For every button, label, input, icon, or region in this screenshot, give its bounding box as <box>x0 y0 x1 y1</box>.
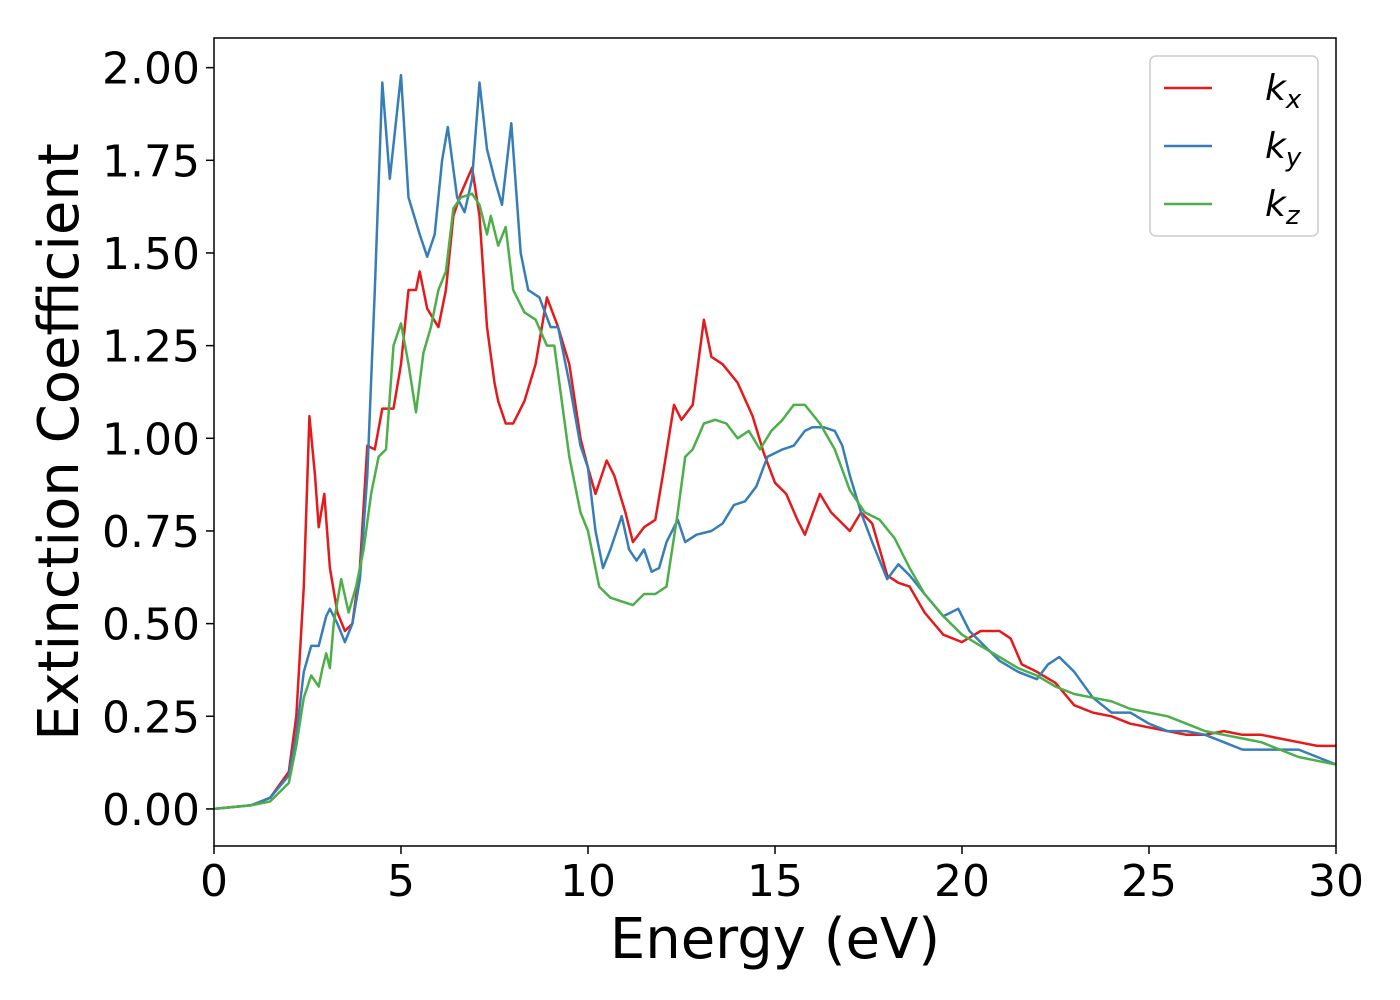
x-tick-label: 30 <box>1308 856 1364 907</box>
data-line <box>214 166 1336 811</box>
y-tick-label: 0.00 <box>102 785 200 836</box>
y-tick-label: 0.25 <box>102 692 200 743</box>
y-tick-label: 1.50 <box>102 229 200 280</box>
legend-label: ky <box>1265 126 1302 173</box>
data-line <box>214 192 1336 811</box>
plot-lines <box>214 73 1336 811</box>
legend-box <box>1149 55 1319 237</box>
y-tick-label: 1.75 <box>102 136 200 187</box>
x-tick-label: 15 <box>747 856 803 907</box>
y-tick-label: 1.25 <box>102 322 200 373</box>
x-tick-label: 25 <box>1121 856 1177 907</box>
data-line <box>214 73 1336 811</box>
x-tick-label: 20 <box>934 856 990 907</box>
legend-label: kz <box>1265 184 1301 231</box>
y-tick-label: 1.00 <box>102 414 200 465</box>
y-tick-label: 2.00 <box>102 44 200 95</box>
x-tick-label: 0 <box>200 856 228 907</box>
x-tick-label: 10 <box>560 856 616 907</box>
x-tick-label: 5 <box>387 856 415 907</box>
legend-label: kx <box>1265 68 1302 115</box>
y-tick-label: 0.50 <box>102 600 200 651</box>
y-axis-label: Extinction Coefficient <box>27 143 92 741</box>
y-tick-label: 0.75 <box>102 507 200 558</box>
plot-frame <box>213 37 1337 847</box>
x-axis-label: Energy (eV) <box>610 907 940 972</box>
